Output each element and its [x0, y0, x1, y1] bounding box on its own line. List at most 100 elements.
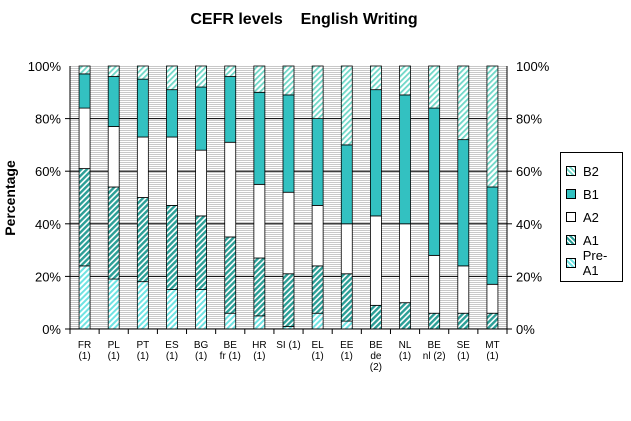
category-label: (1) [312, 351, 324, 362]
bar-segment-a2 [486, 283, 499, 314]
legend-label: B2 [583, 163, 599, 179]
category-label: BE [224, 340, 238, 351]
legend-item-a1: A1 [566, 230, 599, 250]
category-label: (1) [78, 351, 90, 362]
category-label: HR [252, 340, 266, 351]
bar-segment-a2 [457, 265, 470, 314]
left-tick-label: 80% [35, 112, 61, 127]
bar-segment-b2 [340, 65, 353, 146]
category-label: SI (1) [276, 340, 300, 351]
bar-segment-pre-a1 [136, 281, 149, 330]
category-label: (1) [166, 351, 178, 362]
bar-segment-a1 [311, 265, 324, 314]
category-label: SE [457, 340, 471, 351]
bar-segment-a2 [369, 215, 382, 306]
bar-segment-a1 [486, 312, 499, 330]
left-tick-label: 20% [35, 269, 61, 284]
bar-segment-b2 [428, 65, 441, 109]
bar-segment-b1 [224, 76, 237, 143]
axes [65, 66, 512, 334]
category-label: BG [194, 340, 209, 351]
category-label: (1) [399, 351, 411, 362]
bar-segment-pre-a1 [224, 312, 237, 330]
bar-segment-b1 [457, 139, 470, 267]
legend-swatch [566, 166, 576, 176]
category-label: BE [369, 340, 383, 351]
bar-segment-b1 [253, 91, 266, 185]
bar-segment-b1 [107, 76, 120, 127]
bar-segment-b1 [136, 78, 149, 138]
bar-segment-a2 [253, 183, 266, 259]
bar-segment-b2 [457, 65, 470, 141]
legend-item-b1: B1 [566, 184, 599, 204]
y-axis-label: Percentage [2, 160, 18, 236]
right-tick-label: 40% [516, 217, 542, 232]
bar-segment-pre-a1 [253, 315, 266, 330]
bar-segment-b2 [399, 65, 411, 96]
bar-segment-a1 [369, 304, 382, 330]
chart-title: CEFR levels English Writing [190, 11, 417, 28]
bar-segment-b2 [78, 65, 91, 75]
legend-swatch [566, 235, 576, 245]
category-label: (2) [370, 362, 382, 373]
bar-segment-b1 [78, 73, 91, 109]
category-label: (1) [457, 351, 469, 362]
bar-segment-a2 [224, 141, 237, 238]
legend-label: Pre-A1 [582, 248, 608, 278]
category-label: de [370, 351, 382, 362]
bar-segment-b2 [107, 65, 120, 77]
legend-item-pre-a1: Pre-A1 [566, 248, 622, 278]
bar-segment-a1 [136, 197, 149, 283]
right-tick-label: 20% [516, 269, 542, 284]
category-label: PT [136, 340, 149, 351]
category-label: MT [485, 340, 499, 351]
bar-segment-a1 [399, 302, 411, 330]
legend-swatch [566, 258, 576, 268]
bar-segment-pre-a1 [107, 278, 120, 330]
bar-segment-a1 [224, 236, 237, 314]
category-label: NL [399, 340, 412, 351]
left-tick-label: 60% [35, 164, 61, 179]
bar-segment-b2 [195, 65, 208, 88]
bar-segment-a1 [253, 257, 266, 317]
legend-label: B1 [583, 186, 599, 202]
right-axis-ticks: 100% 80% 60% 40% 20% 0% [516, 59, 550, 337]
category-label: (1) [341, 351, 353, 362]
bar-segment-a1 [166, 204, 178, 290]
bar-segment-pre-a1 [311, 312, 324, 330]
left-axis-ticks: 0% 20% 40% 60% 80% 100% [28, 59, 62, 337]
bar-segment-a1 [282, 273, 295, 327]
bar-segment-b1 [486, 186, 499, 285]
bar-segment-b1 [369, 89, 382, 217]
bar-segment-pre-a1 [195, 289, 208, 330]
bar-segment-a2 [428, 254, 441, 314]
bar-segment-b2 [369, 65, 382, 91]
category-label: FR [78, 340, 91, 351]
category-label: (1) [108, 351, 120, 362]
right-tick-label: 100% [516, 59, 550, 74]
bar-segment-pre-a1 [78, 265, 91, 330]
right-tick-label: 0% [516, 322, 535, 337]
bar-segment-b2 [311, 65, 324, 119]
bar-segment-pre-a1 [340, 320, 353, 330]
bar-segment-b1 [428, 107, 441, 256]
left-tick-label: 0% [42, 322, 61, 337]
bar-segment-b1 [311, 118, 324, 206]
bar-segment-a2 [399, 223, 411, 304]
bar-segment-b1 [166, 89, 178, 138]
bar-segment-a1 [340, 273, 353, 322]
category-label: EL [312, 340, 325, 351]
bar-segment-a1 [107, 186, 120, 280]
bar-segment-b2 [282, 65, 295, 96]
legend: B2 B1 A2 A1 Pre-A1 [560, 152, 623, 282]
category-label: BE [427, 340, 441, 351]
bar-segment-a1 [195, 215, 208, 290]
bar-segment-a2 [136, 136, 149, 198]
bar-segment-b2 [224, 65, 237, 77]
legend-label: A2 [583, 209, 599, 225]
bar-segment-a2 [311, 204, 324, 267]
legend-label: A1 [583, 232, 599, 248]
bar-segment-a1 [78, 168, 91, 267]
bar-segment-a2 [340, 223, 353, 275]
